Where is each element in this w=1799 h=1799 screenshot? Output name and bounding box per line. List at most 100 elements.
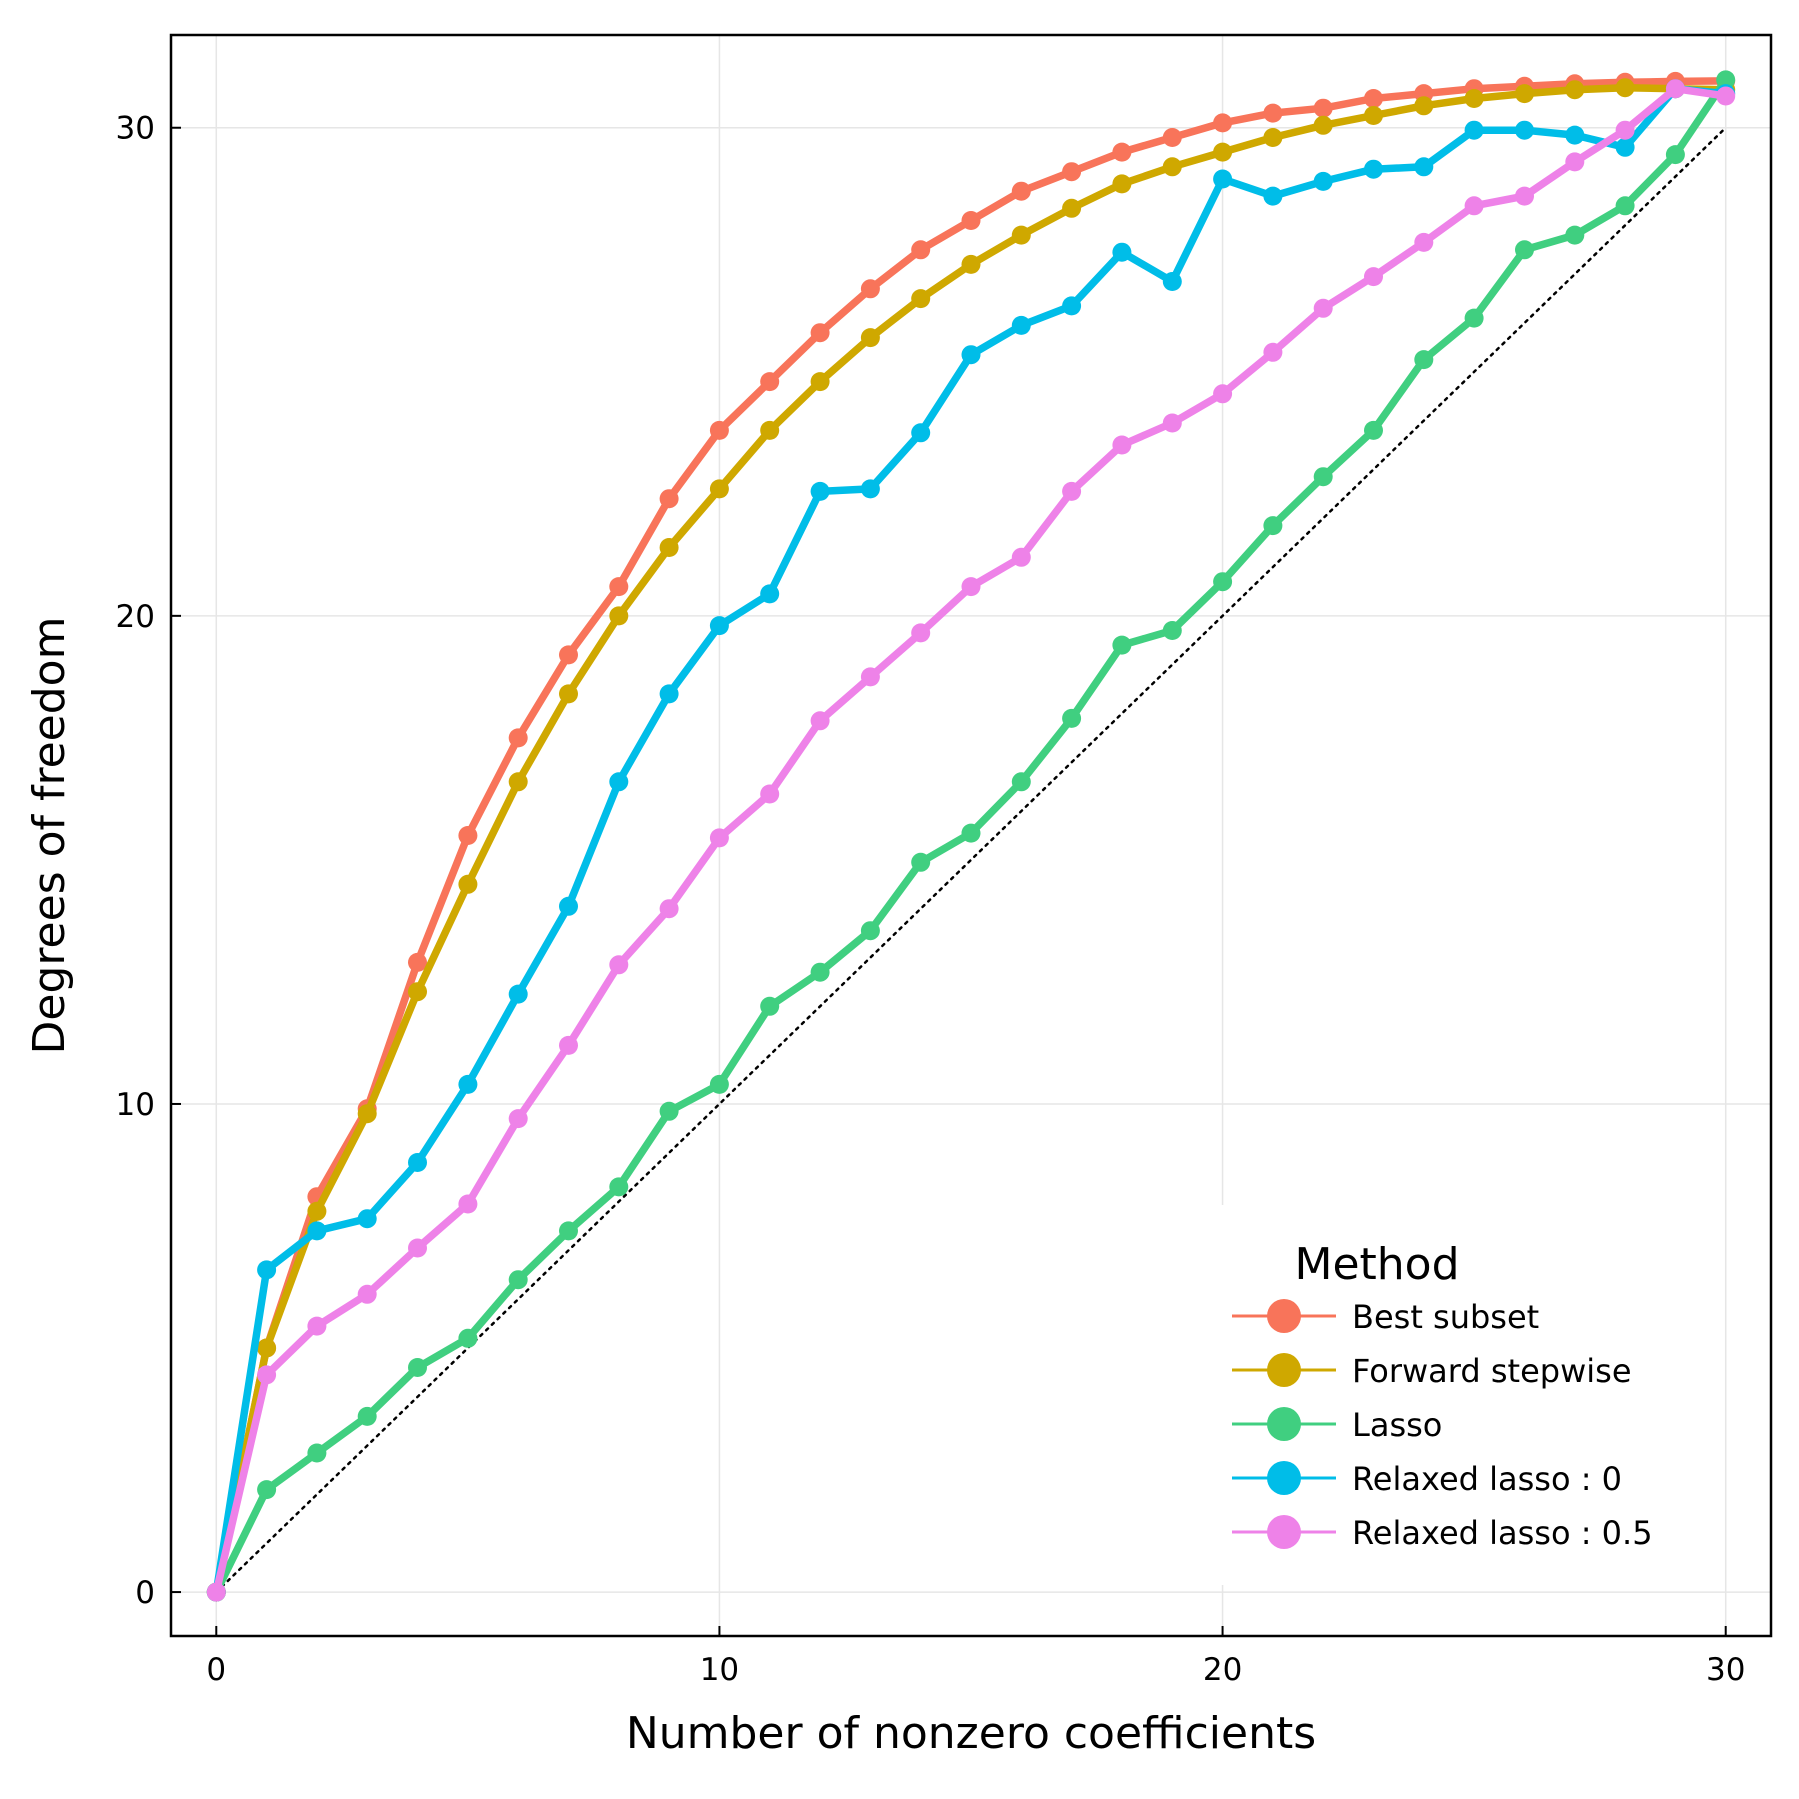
data-point [307,1443,327,1463]
data-point [458,1074,478,1094]
y-axis-title: Degrees of freedom [24,617,75,1055]
data-point [1515,120,1534,140]
data-point [1565,125,1585,145]
plot-frame [169,33,1773,1638]
data-point [1364,89,1383,108]
y-tick-label: 10 [116,1087,155,1123]
legend-item: Lasso [1232,1406,1442,1444]
legend-label: Relaxed lasso : 0.5 [1352,1514,1653,1552]
y-tick-label: 20 [116,599,155,635]
data-point [1313,115,1333,135]
data-point [760,996,780,1016]
legend-marker [1267,1515,1301,1549]
legend-marker [1267,1353,1301,1387]
data-point [659,684,679,704]
data-point [760,784,780,804]
data-point [860,328,880,348]
data-point [1313,298,1333,318]
data-point [961,254,981,274]
data-point [559,1221,578,1241]
data-point [408,952,427,972]
data-point [257,1260,277,1280]
data-point [559,645,578,665]
legend: Method Best subset Forward stepwise Lasso R… [1212,1205,1692,1585]
data-point [357,1406,377,1426]
data-point [1313,171,1333,191]
data-point [1716,70,1736,90]
data-point [1414,232,1434,252]
data-point [1464,308,1484,328]
data-point [1565,225,1585,245]
legend-label: Relaxed lasso : 0 [1352,1460,1622,1498]
data-point [1313,467,1333,487]
y-tick-label: 0 [135,1575,155,1611]
x-tick-label: 30 [1706,1652,1745,1688]
data-point [458,874,478,894]
data-point [659,538,679,557]
data-point [1263,103,1283,123]
data-point [1263,342,1283,362]
data-point [1062,296,1082,316]
data-point [911,289,931,309]
data-point [1162,272,1182,291]
data-point [1112,174,1132,194]
reference-line [215,126,1727,1594]
data-point [1716,86,1736,106]
data-point [709,616,729,636]
data-point [609,606,629,626]
data-point [1615,120,1635,140]
data-point [860,921,880,941]
legend-title: Method [1294,1239,1459,1290]
data-point [357,1209,377,1229]
data-point [810,372,830,392]
data-point [508,772,528,792]
data-point [1112,435,1132,455]
data-point [1062,162,1082,182]
data-point [408,1358,427,1377]
data-point [961,823,981,843]
reference-line-layer [215,126,1727,1594]
data-point [709,1074,729,1094]
legend-label: Forward stepwise [1352,1352,1632,1390]
data-point [1364,159,1383,179]
legend-item: Best subset [1232,1298,1539,1336]
data-point [1011,547,1031,567]
data-point [1112,142,1132,162]
data-point [458,1194,478,1214]
data-point [1213,113,1233,133]
legend-item: Forward stepwise [1232,1352,1632,1390]
data-point [257,1338,277,1358]
x-tick-label: 20 [1203,1652,1242,1688]
data-point [508,728,528,748]
legend-label: Lasso [1352,1406,1442,1444]
data-point [1515,84,1534,104]
data-point [307,1316,327,1336]
data-point [408,982,427,1002]
data-point [810,323,830,343]
data-point [1665,79,1685,99]
data-point [508,984,528,1004]
data-point [458,1328,478,1348]
data-point [1263,186,1283,206]
series-layer [206,70,1736,1602]
data-point [1565,80,1585,100]
data-point [1615,196,1635,216]
data-point [458,826,478,845]
data-point [609,772,629,792]
data-point [659,1101,679,1121]
data-point [1213,142,1233,162]
data-point [408,1238,427,1258]
data-point [257,1480,277,1500]
data-point [709,420,729,440]
data-point [1464,89,1484,108]
data-point [1112,242,1132,262]
data-point [1062,708,1082,728]
data-point [810,711,830,731]
data-point [609,1177,629,1197]
data-point [1011,181,1031,201]
data-point [911,852,931,872]
legend-items: Best subset Forward stepwise Lasso Relaxed … [1232,1298,1653,1552]
legend-item: Relaxed lasso : 0.5 [1232,1514,1653,1552]
